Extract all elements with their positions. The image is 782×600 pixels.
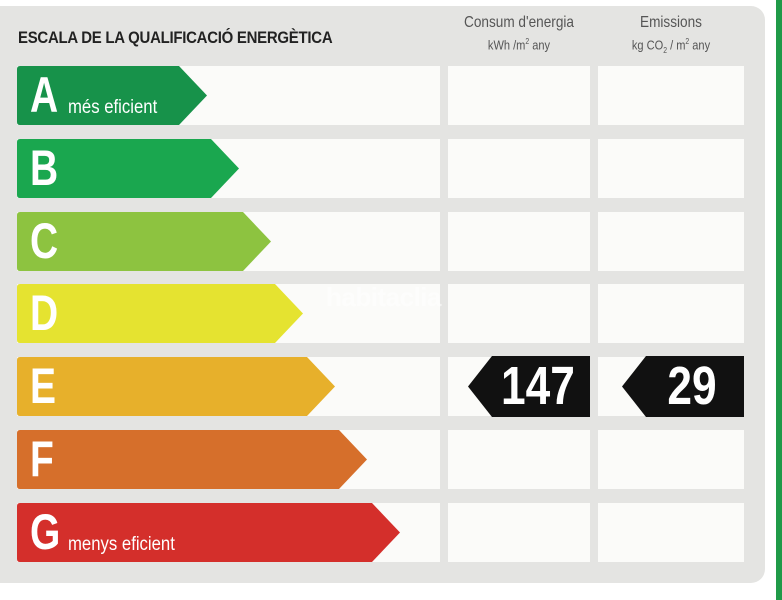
emissions-cell-f bbox=[598, 430, 744, 489]
consum-cell-g bbox=[448, 503, 590, 562]
rating-arrow-c bbox=[17, 212, 271, 271]
rating-letter-a: A bbox=[30, 67, 59, 123]
rating-letter-b: B bbox=[30, 140, 59, 196]
rating-letter-g: G bbox=[30, 504, 61, 560]
emissions-cell-b bbox=[598, 139, 744, 198]
consum-column-header: Consum d'energia kWh /m2 any bbox=[448, 14, 590, 52]
rating-arrow-d bbox=[17, 284, 303, 343]
rating-letter-d: D bbox=[30, 285, 59, 341]
rating-arrow-a bbox=[17, 66, 207, 125]
consum-cell-a bbox=[448, 66, 590, 125]
rating-sublabel-a: més eficient bbox=[68, 97, 158, 118]
emissions-cell-a bbox=[598, 66, 744, 125]
emissions-label: Emissions bbox=[640, 14, 702, 31]
consum-unit: kWh /m2 any bbox=[487, 37, 551, 53]
consum-cell-c bbox=[448, 212, 590, 271]
emissions-unit: kg CO2 / m2 any bbox=[631, 37, 711, 55]
rating-letter-e: E bbox=[30, 358, 57, 414]
emissions-column-header: Emissions kg CO2 / m2 any bbox=[598, 14, 744, 55]
emissions-value-text: 29 bbox=[667, 356, 717, 416]
consum-value-text: 147 bbox=[501, 356, 575, 416]
emissions-cell-g bbox=[598, 503, 744, 562]
green-edge-strip bbox=[776, 0, 782, 600]
emissions-cell-d bbox=[598, 284, 744, 343]
rating-letter-c: C bbox=[30, 213, 59, 269]
emissions-cell-c bbox=[598, 212, 744, 271]
consum-value-indicator: 147 bbox=[468, 356, 590, 417]
emissions-value-indicator: 29 bbox=[622, 356, 744, 417]
rating-letter-f: F bbox=[30, 431, 54, 487]
watermark: habitaclia bbox=[326, 282, 441, 312]
rating-arrow-b bbox=[17, 139, 239, 198]
rating-arrow-g bbox=[17, 503, 400, 562]
consum-cell-f bbox=[448, 430, 590, 489]
rating-arrow-e bbox=[17, 357, 335, 416]
label-title: ESCALA DE LA QUALIFICACIÓ ENERGÈTICA bbox=[18, 28, 333, 47]
rating-arrow-f bbox=[17, 430, 367, 489]
consum-label: Consum d'energia bbox=[464, 14, 574, 31]
rating-sublabel-g: menys eficient bbox=[68, 534, 175, 555]
consum-cell-d bbox=[448, 284, 590, 343]
consum-cell-b bbox=[448, 139, 590, 198]
